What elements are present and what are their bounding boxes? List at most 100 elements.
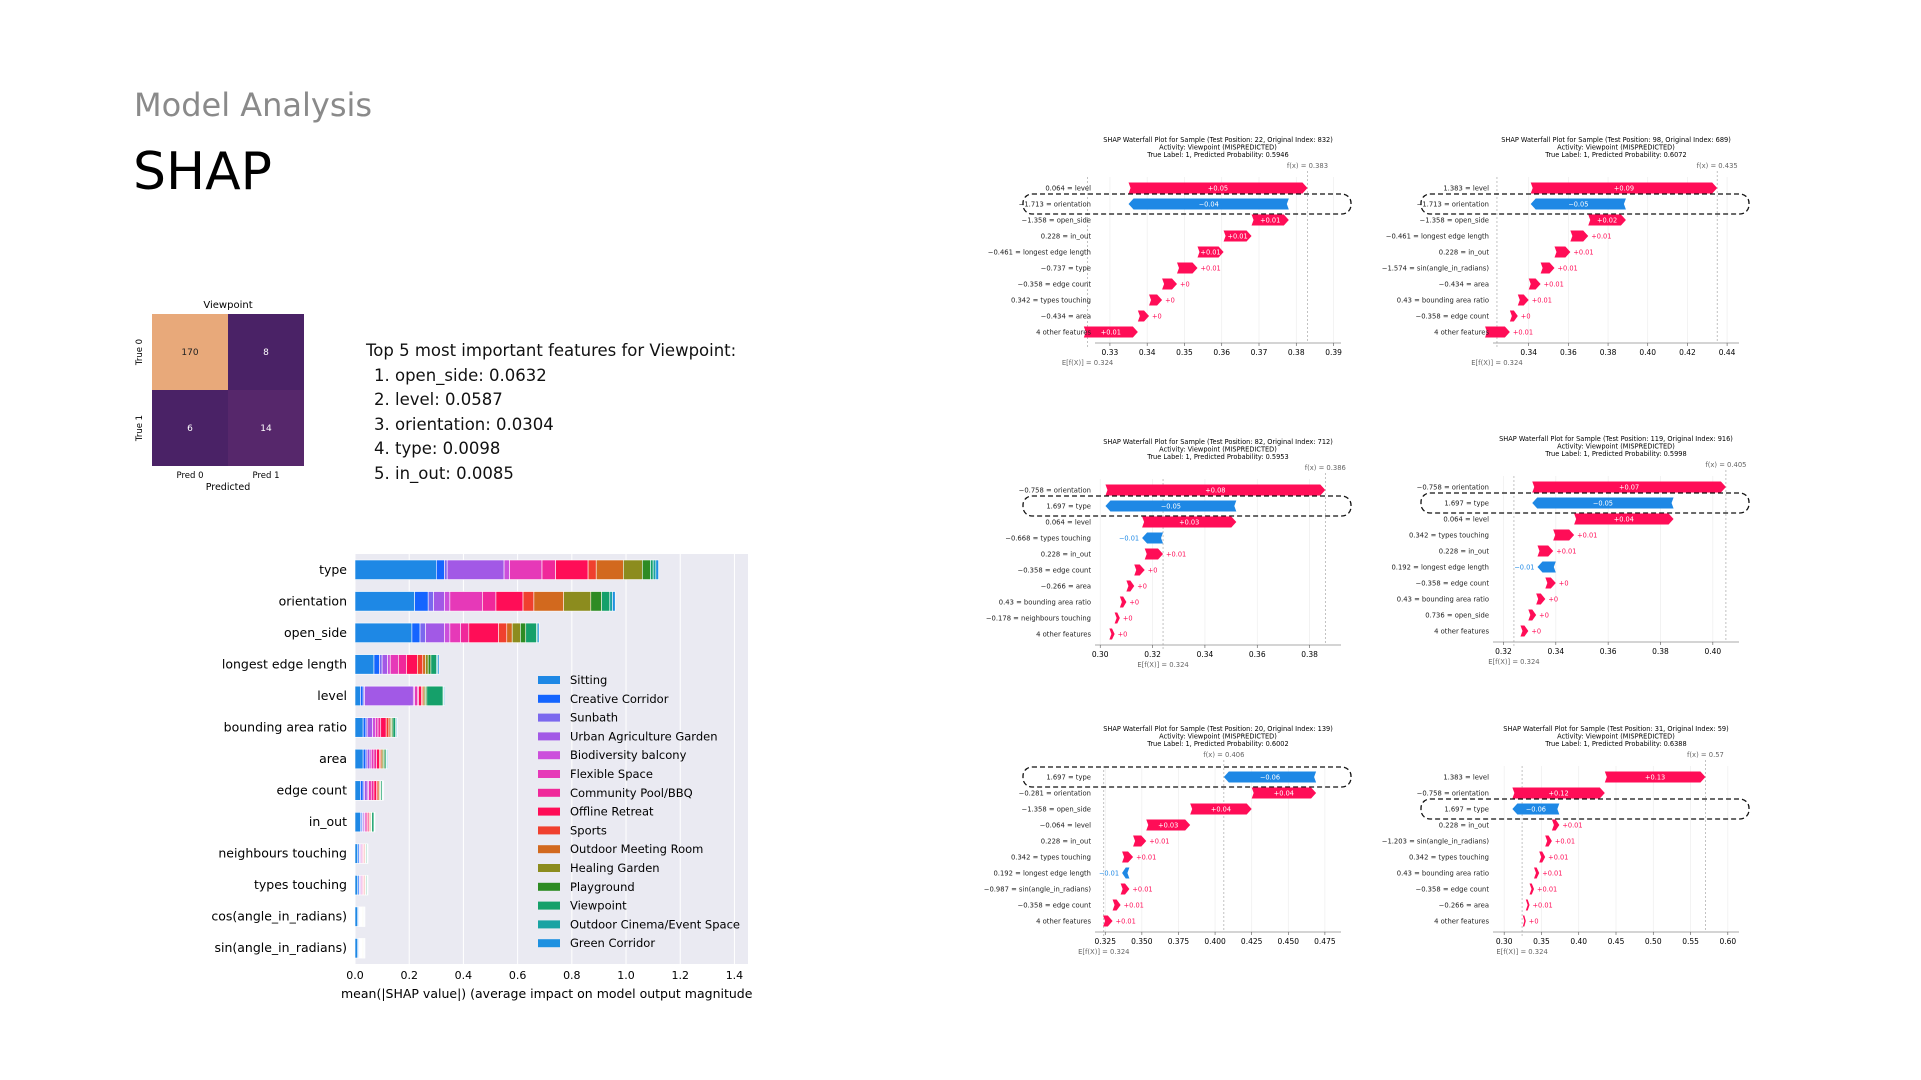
legend-swatch [538,788,560,797]
waterfall-bar [1142,532,1164,544]
bar-segment [396,717,398,738]
feature-label: 4 other features [1434,628,1489,636]
waterfall-value: +0 [1129,599,1139,607]
bar-segment [537,622,540,643]
bar-segment [373,654,380,675]
feature-label: −0.461 = longest edge length [988,249,1091,257]
y-tick-label: sin(angle_in_radians) [214,940,347,955]
bar-segment [354,938,359,959]
waterfall-title: Activity: Viewpoint (MISPREDICTED) [1557,144,1675,152]
bar-segment [385,717,390,738]
waterfall-value: −0.06 [1526,806,1546,814]
efx-label: E[f(X)] = 0.324 [1496,948,1547,956]
waterfall-bar [1122,867,1130,879]
highlight-box [1420,492,1750,514]
waterfall-bar [1119,596,1127,608]
highlight-box [1022,495,1352,517]
confusion-matrix-chart: Viewpoint 170 8 6 14 Pred 0 Pred 1 True 0 True 1… [135,300,304,493]
waterfall-value: +0.01 [1136,854,1156,862]
waterfall-value: +0.08 [1205,487,1225,495]
waterfall-value: +0.01 [1558,265,1578,273]
bar-segment [609,591,613,612]
bar-segment [387,654,391,675]
bar-segment [398,654,407,675]
feature-label: 4 other features [1434,918,1489,926]
waterfall-title: SHAP Waterfall Plot for Sample (Test Pos… [1103,136,1333,144]
feature-label: −1.574 = sin(angle_in_radians) [1382,265,1490,273]
waterfall-bar [1534,867,1540,879]
x-tick: 0.40 [1704,647,1721,656]
bar-segment [354,843,359,864]
legend-swatch [538,807,560,816]
feature-label: 0.43 = bounding area ratio [999,599,1091,607]
waterfall-bar [1537,545,1554,557]
x-tick: 0.425 [1241,937,1263,946]
x-tick: 0.400 [1204,937,1226,946]
waterfall-value: +0 [1539,612,1549,620]
x-tick: 0.6 [509,969,527,982]
bar-segment [360,685,364,706]
x-tick: 0.36 [1213,348,1230,357]
feature-label: −1.358 = open_side [1022,217,1091,225]
waterfall-bar [1146,819,1191,831]
x-axis-label: mean(|SHAP value|) (average impact on mo… [341,986,753,1001]
waterfall-value: +0.01 [1532,297,1552,305]
bar-segment [641,559,651,580]
waterfall-value: −0.01 [1119,535,1139,543]
legend-swatch [538,694,560,703]
x-tick: 0.42 [1679,348,1696,357]
waterfall-bar [1512,787,1605,799]
bar-segment [379,654,383,675]
bar-segment [595,559,624,580]
waterfall-bar [1142,516,1237,528]
feature-label: −1.713 = orientation [1019,201,1091,209]
bar-segment [446,559,505,580]
bar-segment [354,780,361,801]
legend-swatch [538,713,560,722]
x-tick: 0.475 [1314,937,1336,946]
bar-segment [362,748,367,770]
feature-label: −0.758 = orientation [1019,487,1091,495]
x-tick: 0.33 [1102,348,1119,357]
bar-segment [386,748,389,770]
feature-label: 0.43 = bounding area ratio [1397,596,1489,604]
cm-cell-value: 14 [260,424,272,434]
x-tick: 0.0 [346,969,364,982]
bar-segment [360,780,364,801]
feature-label: 0.342 = types touching [1011,854,1091,862]
bar-segment [373,780,377,801]
waterfall-title: SHAP Waterfall Plot for Sample (Test Pos… [1499,435,1733,443]
x-tick: 0.34 [1197,650,1214,659]
x-tick: 0.37 [1251,348,1268,357]
shap-summary-bar-chart: 0.0 0.2 0.4 0.6 0.8 1.0 1.2 1.4 type orientation o… [211,554,753,1001]
bar-segment [425,654,429,675]
y-tick-label: orientation [279,593,347,608]
y-tick-label: in_out [309,814,347,829]
bar-segment [414,685,418,706]
x-tick: 0.8 [563,969,581,982]
legend-label: Sunbath [570,711,618,725]
y-tick-label: cos(angle_in_radians) [211,909,347,924]
y-tick-label: bounding area ratio [224,719,347,734]
waterfall-bar [1512,803,1560,815]
bar-segment [655,559,659,580]
legend-swatch [538,732,560,741]
waterfall-value: +0 [1118,631,1128,639]
waterfall-value: +0.01 [1116,918,1136,926]
x-tick: 0.36 [1600,647,1617,656]
bar-segment [406,654,418,675]
bar-segment [354,591,415,612]
x-tick: 0.39 [1325,348,1342,357]
waterfall-bar [1177,262,1198,274]
waterfall-value: +0.01 [1124,902,1144,910]
feature-item: 3. orientation: 0.0304 [374,414,554,434]
x-tick: 1.4 [726,969,744,982]
x-tick: 0.34 [1547,647,1564,656]
fx-label: f(x) = 0.383 [1287,162,1328,170]
bar-segment [587,559,597,580]
bar-segment [652,559,657,580]
waterfall-bar [1112,899,1121,911]
bar-segment [503,559,510,580]
feature-label: 0.064 = level [1045,519,1091,527]
waterfall-value: +0.07 [1619,484,1639,492]
